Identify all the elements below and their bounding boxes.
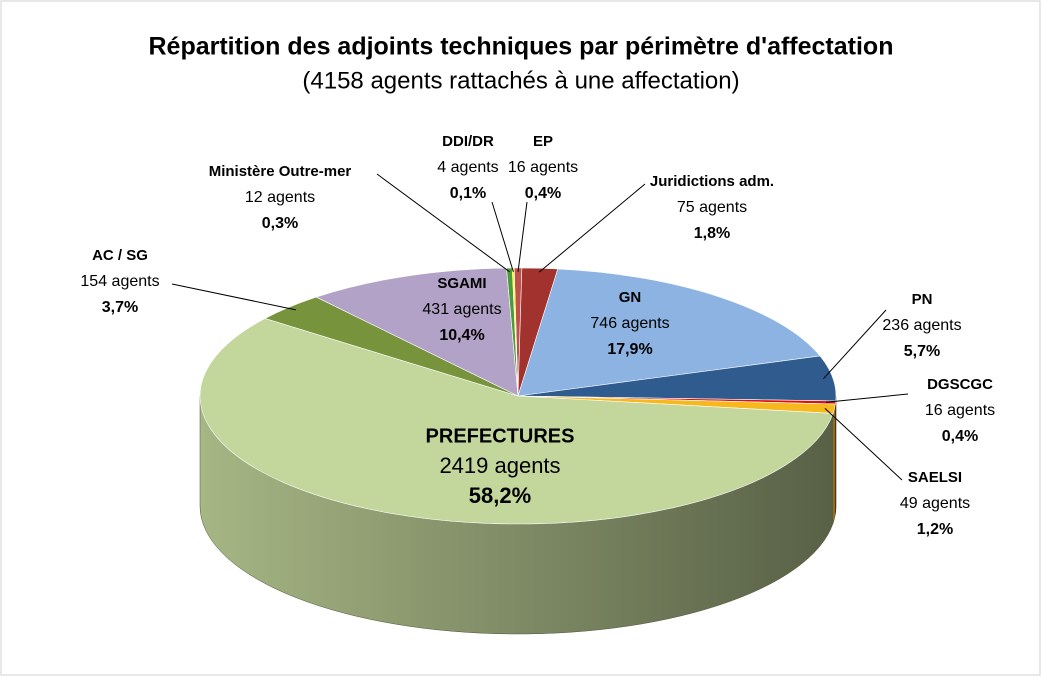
- slice-percent: 10,4%: [439, 327, 484, 344]
- slice-count: 16 agents: [508, 159, 578, 176]
- leader-line: [171, 283, 297, 311]
- leader-line: [491, 201, 514, 273]
- slice-count: 2419 agents: [439, 453, 560, 478]
- leader-line: [823, 309, 887, 380]
- chart-title: Répartition des adjoints techniques par …: [149, 33, 894, 61]
- slice-percent: 3,7%: [102, 299, 138, 316]
- slice: [517, 268, 821, 397]
- slice-name: GN: [619, 289, 642, 306]
- slice-name: AC / SG: [92, 247, 148, 264]
- slice-name: Juridictions adm.: [650, 173, 774, 190]
- slice-side: [832, 403, 836, 524]
- slice-count: 49 agents: [900, 495, 970, 512]
- slice-count: 4 agents: [437, 159, 498, 176]
- slice-count: 154 agents: [80, 273, 159, 290]
- slice-name: SGAMI: [437, 275, 486, 292]
- slice-name: PN: [912, 291, 933, 308]
- chart-subtitle: (4158 agents rattachés à une affectation…: [302, 67, 739, 94]
- leader-line: [824, 408, 903, 481]
- leader-line: [826, 393, 909, 403]
- slice-name: PREFECTURES: [426, 425, 575, 447]
- leader-line: [376, 173, 510, 273]
- slice-name: Ministère Outre-mer: [209, 163, 352, 180]
- slice-percent: 17,9%: [607, 341, 652, 358]
- slice: [199, 318, 834, 525]
- slice: [315, 267, 519, 397]
- slice-percent: 1,2%: [917, 521, 953, 538]
- leader-line: [517, 201, 528, 272]
- slice-percent: 0,4%: [942, 428, 978, 445]
- slice-count: 12 agents: [245, 189, 315, 206]
- slice-count: 746 agents: [590, 315, 669, 332]
- slice-percent: 5,7%: [904, 343, 940, 360]
- slice-count: 75 agents: [677, 199, 747, 216]
- slice-name: SAELSI: [908, 469, 962, 486]
- slice-name: EP: [533, 133, 553, 150]
- slice-count: 236 agents: [882, 317, 961, 334]
- slice-percent: 0,1%: [450, 185, 486, 202]
- slice-percent: 0,4%: [525, 185, 561, 202]
- slice-percent: 0,3%: [262, 215, 298, 232]
- slice-count: 16 agents: [925, 402, 995, 419]
- slice-name: DGSCGC: [927, 376, 993, 393]
- leader-line: [538, 183, 646, 273]
- slice-percent: 58,2%: [469, 483, 531, 508]
- slice-name: DDI/DR: [442, 133, 494, 150]
- slice-percent: 1,8%: [694, 225, 730, 242]
- slice-count: 431 agents: [422, 301, 501, 318]
